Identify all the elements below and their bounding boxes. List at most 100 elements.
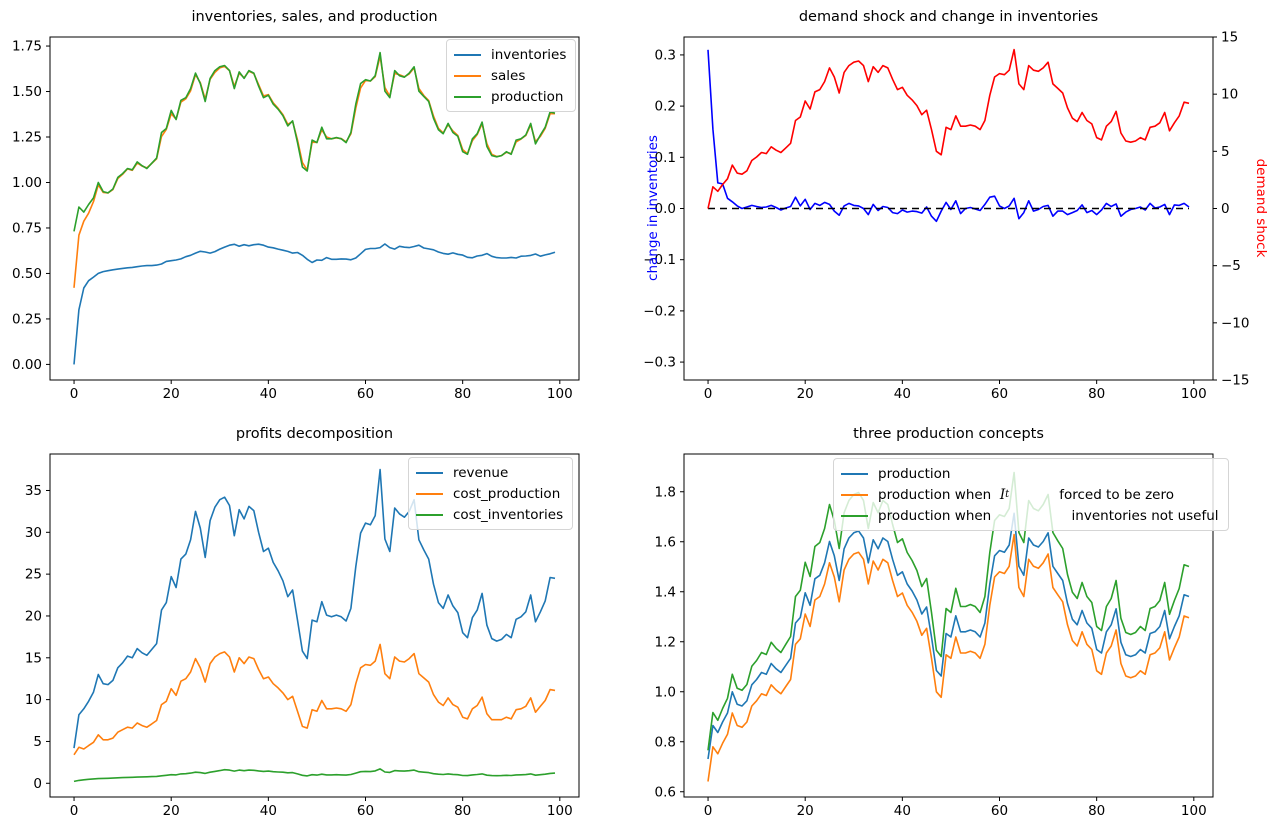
legend-label: revenue xyxy=(453,464,509,481)
tick-label: 20 xyxy=(163,803,180,819)
legend-line-swatch xyxy=(416,471,443,474)
tick-label: −0.2 xyxy=(643,303,676,319)
profits-decomposition-legend: revenue cost_production cost_inventories xyxy=(408,457,574,530)
tick-label: −15 xyxy=(1221,373,1250,389)
tick-label: 0.00 xyxy=(12,357,42,373)
series-line-production xyxy=(73,51,556,232)
tick-label: 100 xyxy=(1181,386,1207,402)
legend-item: sales xyxy=(454,65,566,86)
series-line-cost_production xyxy=(73,643,556,756)
tick-label: 0.25 xyxy=(12,311,42,327)
tick-label: 1.8 xyxy=(655,484,676,500)
tick-label: 40 xyxy=(894,803,911,819)
tick-label: 0.75 xyxy=(12,220,42,236)
tick-label: 10 xyxy=(1221,87,1238,103)
legend-label: production when xyxy=(878,486,1000,503)
tick-label: 1.75 xyxy=(12,39,42,55)
tick-label: 60 xyxy=(357,803,374,819)
series-line-production xyxy=(707,512,1190,760)
inventories-sales-production-legend: inventories sales production xyxy=(446,39,577,112)
legend-label: cost_inventories xyxy=(453,506,564,523)
legend-line-swatch xyxy=(416,513,443,516)
tick-label: 30 xyxy=(25,525,42,541)
tick-label: 0.2 xyxy=(655,99,676,115)
profits-decomposition-plot-area xyxy=(73,468,556,783)
profits-decomposition-spines xyxy=(49,453,580,798)
tick-label: 25 xyxy=(25,567,42,583)
tick-label: 1.0 xyxy=(655,684,676,700)
tick-label: 0.50 xyxy=(12,266,42,282)
legend-item: production xyxy=(841,463,1219,484)
legend-item: cost_inventories xyxy=(416,504,563,525)
three-production-concepts-plot-area xyxy=(707,471,1190,782)
tick-label: 100 xyxy=(1181,803,1207,819)
legend-item: production xyxy=(454,86,566,107)
tick-label: −5 xyxy=(1221,258,1241,274)
legend-item: cost_production xyxy=(416,483,563,504)
tick-label: 20 xyxy=(797,386,814,402)
legend-item: production when inventories not useful xyxy=(841,505,1219,526)
legend-label: forced to be zero xyxy=(1059,486,1174,503)
legend-label: sales xyxy=(491,67,526,84)
tick-label: 1.2 xyxy=(655,634,676,650)
tick-label: 10 xyxy=(25,692,42,708)
tick-label: 20 xyxy=(25,608,42,624)
legend-item: inventories xyxy=(454,44,566,65)
legend-label: cost_production xyxy=(453,485,561,502)
chart-title-profits-decomposition: profits decomposition xyxy=(235,426,394,442)
series-line-change-in-inventories xyxy=(707,49,1190,223)
tick-label: 0.8 xyxy=(655,734,676,750)
chart-title-inventories-sales-production: inventories, sales, and production xyxy=(191,9,438,25)
chart-title-demand-shock: demand shock and change in inventories xyxy=(798,9,1099,25)
tick-label: 1.6 xyxy=(655,534,676,550)
tick-label: 5 xyxy=(33,734,42,750)
tick-label: 80 xyxy=(454,386,471,402)
legend-line-swatch xyxy=(841,514,868,517)
inventories-sales-production-plot-area xyxy=(73,51,556,365)
inventories-sales-production-spines xyxy=(49,36,580,381)
chart-title-three-production-concepts: three production concepts xyxy=(853,426,1044,442)
legend-label: production when xyxy=(878,507,996,524)
tick-label: −10 xyxy=(1221,315,1250,331)
tick-label: 0 xyxy=(33,776,42,792)
legend-label: inventories not useful xyxy=(1071,507,1219,524)
tick-label: 60 xyxy=(357,386,374,402)
tick-label: 0 xyxy=(1221,201,1230,217)
tick-label: 35 xyxy=(25,483,42,499)
legend-line-swatch xyxy=(454,53,481,56)
tick-label: 15 xyxy=(1221,30,1238,46)
tick-label: 80 xyxy=(1088,803,1105,819)
legend-label: production xyxy=(491,88,564,105)
tick-label: 1.50 xyxy=(12,84,42,100)
legend-item: revenue xyxy=(416,462,563,483)
series-line-production-when-It-forced-to-be-zero xyxy=(707,533,1190,782)
tick-label: 20 xyxy=(163,386,180,402)
series-line-revenue xyxy=(73,468,556,749)
tick-label: 0.1 xyxy=(655,150,676,166)
tick-label: −0.3 xyxy=(643,355,676,371)
legend-line-swatch xyxy=(841,472,868,475)
tick-label: 5 xyxy=(1221,144,1230,160)
math-variable: I xyxy=(999,486,1006,503)
tick-label: 40 xyxy=(894,386,911,402)
three-production-concepts-spines xyxy=(683,453,1214,798)
tick-label: 0 xyxy=(704,803,713,819)
legend-line-swatch xyxy=(454,74,481,77)
tick-label: 60 xyxy=(991,803,1008,819)
tick-label: 100 xyxy=(547,803,573,819)
tick-label: 1.4 xyxy=(655,584,676,600)
legend-line-swatch xyxy=(416,492,443,495)
tick-label: 0 xyxy=(704,386,713,402)
legend-line-swatch xyxy=(841,493,868,496)
legend-label: inventories xyxy=(491,46,567,63)
tick-label: 0.6 xyxy=(655,784,676,800)
tick-label: −0.1 xyxy=(643,252,676,268)
tick-label: 60 xyxy=(991,386,1008,402)
series-line-demand-shock xyxy=(707,48,1190,209)
tick-label: 80 xyxy=(1088,386,1105,402)
tick-label: 40 xyxy=(260,386,277,402)
